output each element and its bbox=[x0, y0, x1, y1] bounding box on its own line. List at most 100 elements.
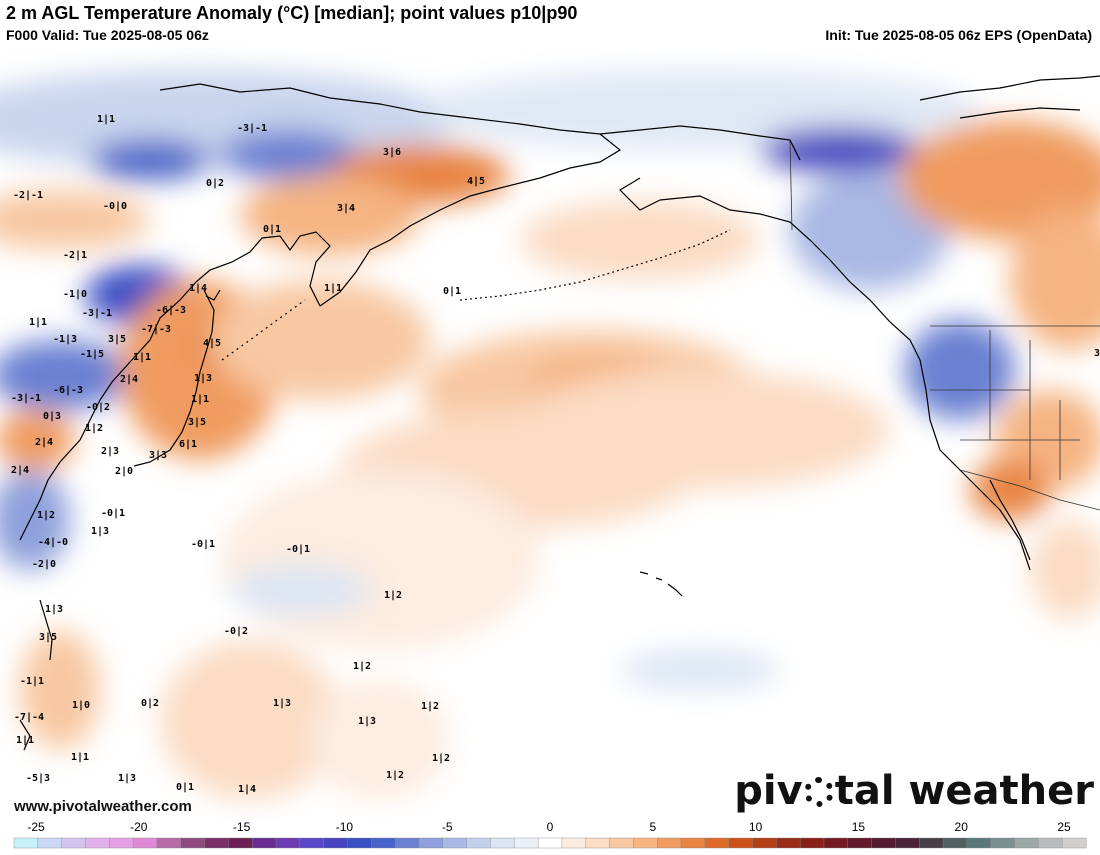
colorbar-cells bbox=[13, 837, 1087, 849]
point-value-label: 1|1 bbox=[191, 394, 209, 405]
colorbar-cell bbox=[61, 837, 86, 849]
colorbar-cell bbox=[85, 837, 110, 849]
point-value-label: 1|1 bbox=[71, 752, 89, 763]
colorbar-cell bbox=[919, 837, 944, 849]
point-values: 1|1 -3|-1 3|6 0|2 -2|-1 -0|0 3|4 4|5 0|1 -2|1 1|1 0… bbox=[11, 114, 1100, 795]
point-value-label: 0|1 bbox=[176, 782, 194, 793]
point-value-label: 1|4 bbox=[189, 283, 207, 294]
colorbar: -25 -20 -15 -10 -5 0 5 10 15 20 25 bbox=[0, 818, 1100, 850]
map-title: 2 m AGL Temperature Anomaly (°C) [median… bbox=[6, 3, 578, 23]
point-value-label: 1|3 bbox=[358, 716, 376, 727]
point-value-label: -7|-3 bbox=[141, 324, 171, 335]
point-value-label: 1|3 bbox=[45, 604, 63, 615]
colorbar-cell bbox=[180, 837, 206, 849]
colorbar-cell bbox=[371, 837, 396, 849]
point-value-label: 3|6 bbox=[383, 147, 401, 158]
point-value-label: 2|0 bbox=[115, 466, 133, 477]
point-value-label: 3|5 bbox=[39, 632, 57, 643]
point-value-label: 3|3 bbox=[149, 450, 167, 461]
colorbar-cell bbox=[871, 837, 896, 849]
colorbar-cell bbox=[776, 837, 801, 849]
point-value-label: 1|2 bbox=[85, 423, 103, 434]
point-value-label: -2|-1 bbox=[13, 190, 43, 201]
colorbar-tick-label: 25 bbox=[1057, 820, 1071, 834]
point-value-label: 4|5 bbox=[467, 176, 485, 187]
anomaly-map: 1|1 -3|-1 3|6 0|2 -2|-1 -0|0 3|4 4|5 0|1 -2|1 1|1 0… bbox=[0, 46, 1100, 818]
colorbar-cell bbox=[680, 837, 706, 849]
point-value-label: 1|1 bbox=[133, 352, 151, 363]
point-value-label: -5|3 bbox=[26, 773, 50, 784]
point-value-label: 1|3 bbox=[194, 373, 212, 384]
point-value-label: -4|-0 bbox=[38, 537, 68, 548]
point-value-label: 1|2 bbox=[353, 661, 371, 672]
borders bbox=[789, 139, 1100, 511]
point-value-label: -1|1 bbox=[20, 676, 44, 687]
valid-time: F000 Valid: Tue 2025-08-05 06z bbox=[6, 27, 209, 43]
point-value-label: 0|2 bbox=[206, 178, 224, 189]
colorbar-tick-label: -15 bbox=[233, 820, 251, 834]
colorbar-cell bbox=[728, 837, 753, 849]
point-value-label: 1|2 bbox=[432, 753, 450, 764]
point-value-label: 2|4 bbox=[11, 465, 29, 476]
point-value-label: 0|3 bbox=[43, 411, 61, 422]
colorbar-cell bbox=[633, 837, 658, 849]
point-value-label: -6|-3 bbox=[156, 305, 186, 316]
point-value-label: -0|1 bbox=[101, 508, 125, 519]
point-value-label: 1|1 bbox=[97, 114, 115, 125]
colorbar-cell bbox=[466, 837, 491, 849]
point-value-label: 0|1 bbox=[263, 224, 281, 235]
colorbar-cell bbox=[609, 837, 634, 849]
colorbar-cell bbox=[537, 837, 563, 849]
colorbar-tick-label: -25 bbox=[27, 820, 45, 834]
colorbar-cell bbox=[418, 837, 444, 849]
colorbar-cell bbox=[799, 837, 825, 849]
point-value-label: -1|3 bbox=[53, 334, 77, 345]
point-value-label: 1|2 bbox=[421, 701, 439, 712]
colorbar-cell bbox=[752, 837, 777, 849]
colorbar-cell bbox=[561, 837, 587, 849]
colorbar-tick-label: -10 bbox=[336, 820, 354, 834]
colorbar-cell bbox=[394, 837, 420, 849]
colorbar-tick-label: 20 bbox=[955, 820, 969, 834]
colorbar-cell bbox=[347, 837, 372, 849]
colorbar-tick-label: 0 bbox=[547, 820, 554, 834]
point-value-label: 2|4 bbox=[35, 437, 53, 448]
point-value-label: 1|3 bbox=[273, 698, 291, 709]
point-value-label: -0|1 bbox=[286, 544, 310, 555]
point-value-label: 1|1 bbox=[324, 283, 342, 294]
gear-icon bbox=[803, 777, 834, 807]
colorbar-tick-label: -5 bbox=[442, 820, 453, 834]
point-value-label: 1|2 bbox=[37, 510, 55, 521]
point-value-label: -6|-3 bbox=[53, 385, 83, 396]
point-value-label: -2|1 bbox=[63, 250, 87, 261]
colorbar-tick-label: 15 bbox=[852, 820, 866, 834]
colorbar-cell bbox=[1038, 837, 1063, 849]
colorbar-cell bbox=[156, 837, 182, 849]
colorbar-cell bbox=[37, 837, 63, 849]
header: 2 m AGL Temperature Anomaly (°C) [median… bbox=[0, 0, 1100, 46]
colorbar-cell bbox=[204, 837, 229, 849]
colorbar-cell bbox=[252, 837, 277, 849]
colorbar-cell bbox=[13, 837, 39, 849]
colorbar-ticks: -25 -20 -15 -10 -5 0 5 10 15 20 25 bbox=[27, 820, 1071, 834]
point-value-label: 0|1 bbox=[443, 286, 461, 297]
point-value-label: -3|-1 bbox=[11, 393, 41, 404]
point-value-label: 6|1 bbox=[179, 439, 197, 450]
point-value-label: 2|4 bbox=[120, 374, 138, 385]
point-value-label: 1|3 bbox=[91, 526, 109, 537]
colorbar-cell bbox=[585, 837, 611, 849]
colorbar-cell bbox=[109, 837, 134, 849]
point-value-label: 1|3 bbox=[118, 773, 136, 784]
point-value-label: -3|-1 bbox=[237, 123, 267, 134]
point-value-label: -3|-1 bbox=[82, 308, 112, 319]
colorbar-cell bbox=[275, 837, 301, 849]
colorbar-cell bbox=[823, 837, 849, 849]
point-value-label: 3|5 bbox=[108, 334, 126, 345]
init-time: Init: Tue 2025-08-05 06z EPS (OpenData) bbox=[825, 27, 1092, 43]
colorbar-cell bbox=[990, 837, 1016, 849]
point-value-label: -0|2 bbox=[224, 626, 248, 637]
colorbar-cell bbox=[1061, 837, 1087, 849]
point-value-label: -0|1 bbox=[191, 539, 215, 550]
colorbar-cell bbox=[657, 837, 682, 849]
colorbar-cell bbox=[704, 837, 730, 849]
